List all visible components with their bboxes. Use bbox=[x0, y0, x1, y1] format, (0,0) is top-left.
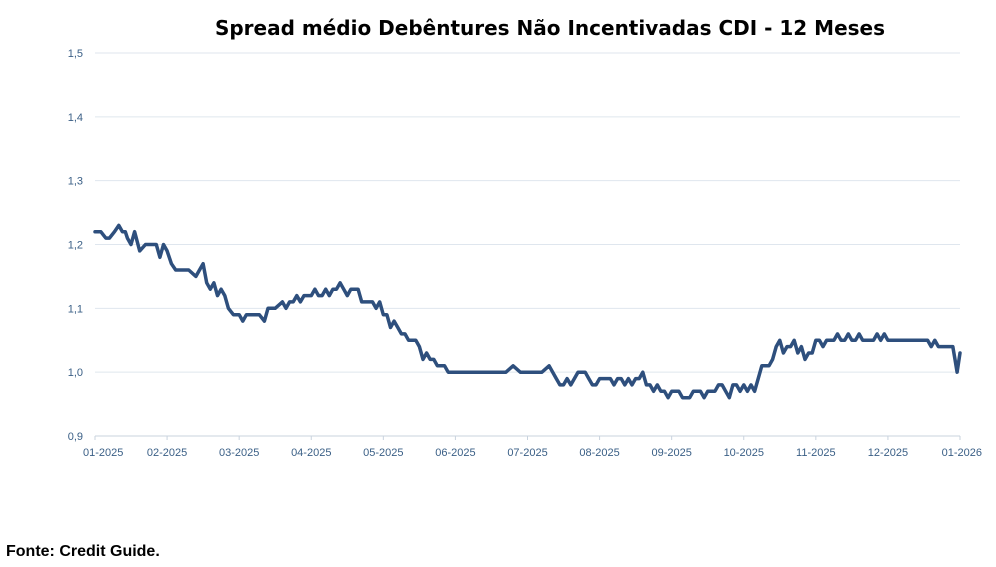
x-tick-label: 12-2025 bbox=[868, 447, 908, 459]
chart-title: Spread médio Debêntures Não Incentivadas… bbox=[215, 16, 885, 40]
y-axis-tick-labels: 0,9 1,0 1,1 1,2 1,3 1,4 1,5 bbox=[68, 48, 83, 443]
y-tick-label: 1,4 bbox=[68, 112, 83, 124]
gridlines bbox=[95, 52, 960, 373]
y-tick-label: 1,1 bbox=[68, 303, 83, 315]
x-tick-label: 03-2025 bbox=[219, 447, 259, 459]
x-tick-label: 10-2025 bbox=[724, 447, 764, 459]
series-line bbox=[93, 223, 962, 400]
x-tick-label: 06-2025 bbox=[435, 447, 475, 459]
x-tick-label: 04-2025 bbox=[291, 447, 331, 459]
x-tick-label: 11-2025 bbox=[796, 447, 836, 459]
y-tick-label: 1,2 bbox=[68, 240, 83, 252]
x-tick-label: 02-2025 bbox=[147, 447, 187, 459]
x-tick-label: 09-2025 bbox=[651, 447, 691, 459]
y-tick-label: 1,0 bbox=[68, 367, 83, 379]
x-tick-label: 01-2026 bbox=[942, 447, 982, 459]
y-tick-label: 1,5 bbox=[68, 48, 83, 60]
x-tick-label: 05-2025 bbox=[363, 447, 403, 459]
source-note: Fonte: Credit Guide. bbox=[6, 543, 160, 560]
x-tick-label: 01-2025 bbox=[83, 447, 123, 459]
x-axis-tick-labels: 01-2025 02-2025 03-2025 04-2025 05-2025 06-20… bbox=[83, 447, 982, 459]
y-tick-label: 1,3 bbox=[68, 176, 83, 188]
series-layer bbox=[93, 223, 962, 400]
x-tick-label: 08-2025 bbox=[579, 447, 619, 459]
x-tick-label: 07-2025 bbox=[507, 447, 547, 459]
axes bbox=[94, 435, 961, 440]
y-tick-label: 0,9 bbox=[68, 431, 83, 443]
